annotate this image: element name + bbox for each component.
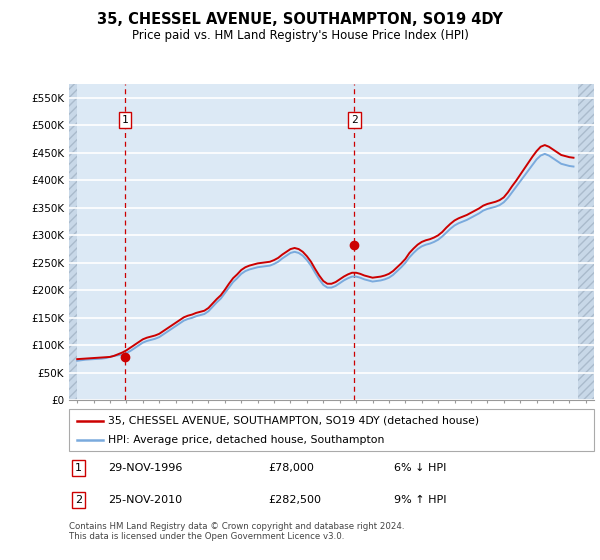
Text: HPI: Average price, detached house, Southampton: HPI: Average price, detached house, Sout…: [109, 435, 385, 445]
Text: 9% ↑ HPI: 9% ↑ HPI: [395, 495, 447, 505]
Text: Price paid vs. HM Land Registry's House Price Index (HPI): Price paid vs. HM Land Registry's House …: [131, 29, 469, 42]
Text: 29-NOV-1996: 29-NOV-1996: [109, 463, 183, 473]
Text: £282,500: £282,500: [269, 495, 322, 505]
Text: 35, CHESSEL AVENUE, SOUTHAMPTON, SO19 4DY (detached house): 35, CHESSEL AVENUE, SOUTHAMPTON, SO19 4D…: [109, 416, 479, 426]
Text: 2: 2: [351, 115, 358, 125]
Bar: [578, 84, 594, 400]
Text: 1: 1: [122, 115, 128, 125]
Text: 35, CHESSEL AVENUE, SOUTHAMPTON, SO19 4DY: 35, CHESSEL AVENUE, SOUTHAMPTON, SO19 4D…: [97, 12, 503, 27]
Text: 2: 2: [75, 495, 82, 505]
Bar: [69, 84, 77, 400]
Text: 6% ↓ HPI: 6% ↓ HPI: [395, 463, 447, 473]
Text: £78,000: £78,000: [269, 463, 314, 473]
Text: Contains HM Land Registry data © Crown copyright and database right 2024.
This d: Contains HM Land Registry data © Crown c…: [69, 522, 404, 542]
Text: 1: 1: [75, 463, 82, 473]
FancyBboxPatch shape: [69, 409, 594, 451]
Text: 25-NOV-2010: 25-NOV-2010: [109, 495, 182, 505]
